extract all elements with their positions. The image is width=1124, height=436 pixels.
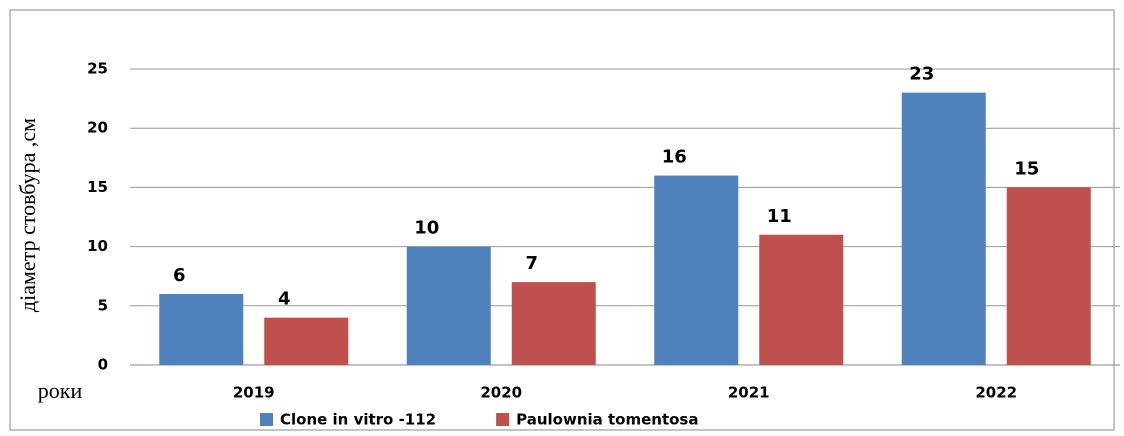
- x-axis-label: роки: [38, 378, 83, 403]
- legend-swatch: [260, 413, 273, 426]
- bar: [654, 175, 739, 365]
- y-tick-label: 20: [87, 119, 108, 137]
- legend-label: Paulownia tomentosa: [516, 411, 698, 429]
- chart-frame: [9, 9, 1115, 431]
- y-tick-label: 15: [87, 178, 108, 196]
- bar: [901, 92, 986, 366]
- y-tick-label: 0: [98, 356, 108, 374]
- value-label: 11: [767, 206, 792, 227]
- bar: [1006, 187, 1091, 365]
- value-label: 7: [525, 253, 538, 274]
- bar: [511, 282, 596, 365]
- x-tick-label: 2021: [728, 384, 770, 402]
- y-tick-label: 10: [87, 237, 108, 255]
- bar: [264, 317, 349, 365]
- y-tick-label: 5: [98, 296, 108, 314]
- y-tick-label: 25: [87, 60, 108, 78]
- value-label: 4: [278, 289, 291, 310]
- x-tick-label: 2022: [975, 384, 1017, 402]
- value-label: 16: [662, 147, 687, 168]
- legend-swatch: [496, 413, 510, 426]
- value-label: 10: [414, 218, 439, 239]
- bar: [759, 234, 844, 365]
- value-label: 23: [909, 64, 934, 85]
- x-tick-label: 2019: [233, 384, 275, 402]
- bar: [406, 246, 491, 365]
- y-axis-label: діаметр стовбура ,см: [15, 118, 40, 312]
- value-label: 6: [173, 265, 186, 286]
- legend-label: Clone in vitro -112: [280, 411, 436, 429]
- value-label: 15: [1014, 158, 1039, 179]
- x-tick-label: 2020: [480, 384, 522, 402]
- bar: [159, 293, 244, 365]
